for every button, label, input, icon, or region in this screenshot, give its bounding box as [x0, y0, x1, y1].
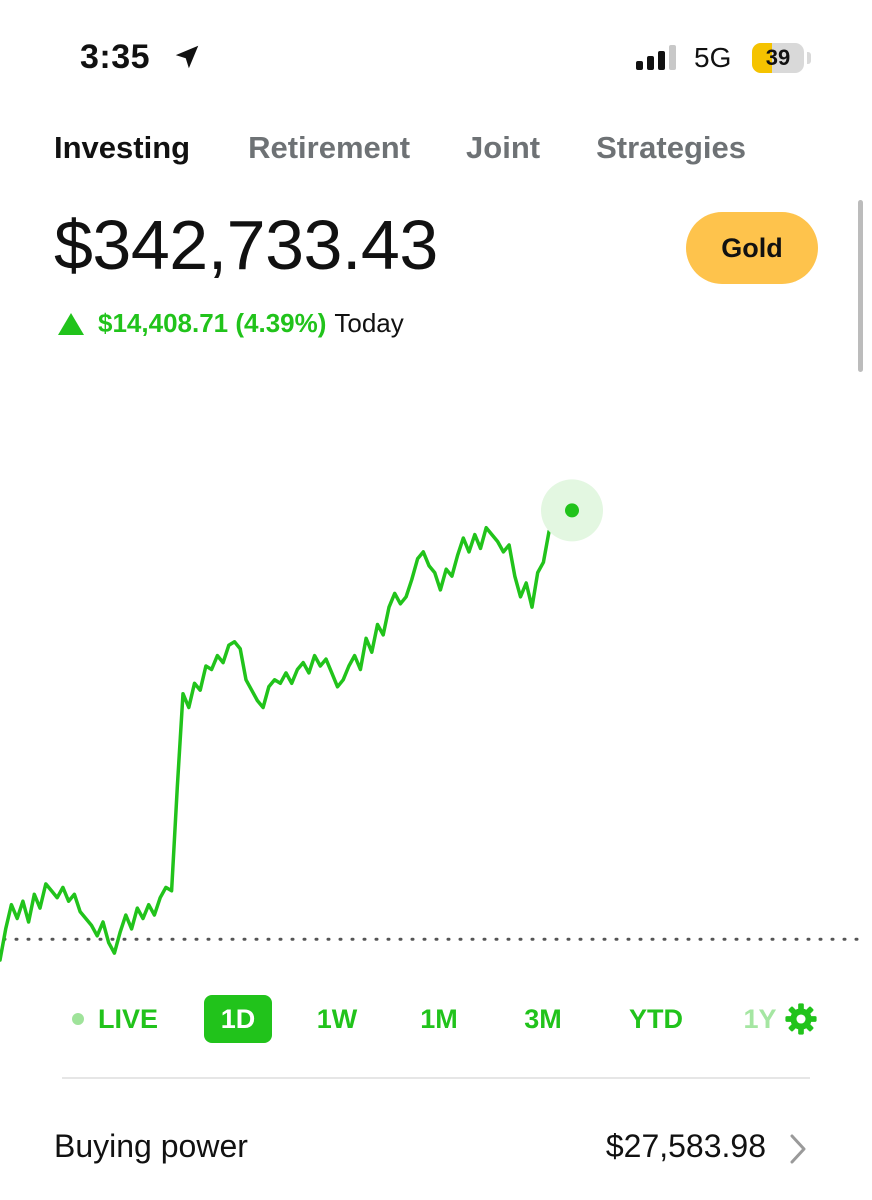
- range-ytd[interactable]: YTD: [629, 1003, 683, 1034]
- live-dot-icon: [72, 1013, 84, 1025]
- chevron-right-icon: [790, 1134, 806, 1164]
- account-tabs: Investing Retirement Joint Strategies: [54, 130, 746, 166]
- status-bar: 3:35 5G 39: [0, 0, 872, 110]
- tab-investing[interactable]: Investing: [54, 130, 191, 165]
- chart-line: [0, 508, 574, 962]
- portfolio-chart[interactable]: [0, 400, 872, 980]
- tab-joint[interactable]: Joint: [466, 130, 541, 165]
- battery-cap: [807, 52, 811, 64]
- battery-icon: 39: [752, 43, 804, 73]
- tab-strategies[interactable]: Strategies: [596, 130, 746, 165]
- divider: [62, 1077, 810, 1079]
- range-live[interactable]: LIVE: [72, 995, 162, 1043]
- location-arrow-icon: [175, 45, 199, 69]
- range-live-label: LIVE: [98, 1003, 159, 1034]
- scrollbar[interactable]: [858, 200, 863, 372]
- chart-end-point: [565, 503, 579, 518]
- change-value: $14,408.71 (4.39%): [98, 308, 327, 338]
- status-time: 3:35: [80, 38, 151, 76]
- buying-power-value: $27,583.98: [605, 1128, 766, 1164]
- chart-settings-gear-icon[interactable]: [784, 1002, 818, 1036]
- tab-retirement[interactable]: Retirement: [248, 130, 411, 165]
- change-period: Today: [334, 308, 404, 338]
- gold-button[interactable]: Gold: [686, 212, 818, 284]
- buying-power-label: Buying power: [54, 1128, 248, 1164]
- range-1d[interactable]: 1D: [204, 995, 272, 1043]
- up-triangle-icon: [58, 312, 84, 335]
- portfolio-balance: $342,733.43: [54, 206, 438, 284]
- network-type: 5G: [694, 42, 732, 73]
- range-1m[interactable]: 1M: [420, 1003, 458, 1034]
- range-3m[interactable]: 3M: [524, 1003, 562, 1034]
- signal-icon: [636, 44, 676, 70]
- battery-level: 39: [765, 45, 791, 70]
- range-selector: LIVE 1D 1W 1M 3M YTD 1Y: [0, 995, 872, 1045]
- daily-change: $14,408.71 (4.39%) Today: [58, 308, 404, 339]
- buying-power-row[interactable]: Buying power $27,583.98: [54, 1118, 814, 1178]
- range-1y[interactable]: 1Y: [743, 1003, 777, 1034]
- range-1w[interactable]: 1W: [316, 1003, 358, 1034]
